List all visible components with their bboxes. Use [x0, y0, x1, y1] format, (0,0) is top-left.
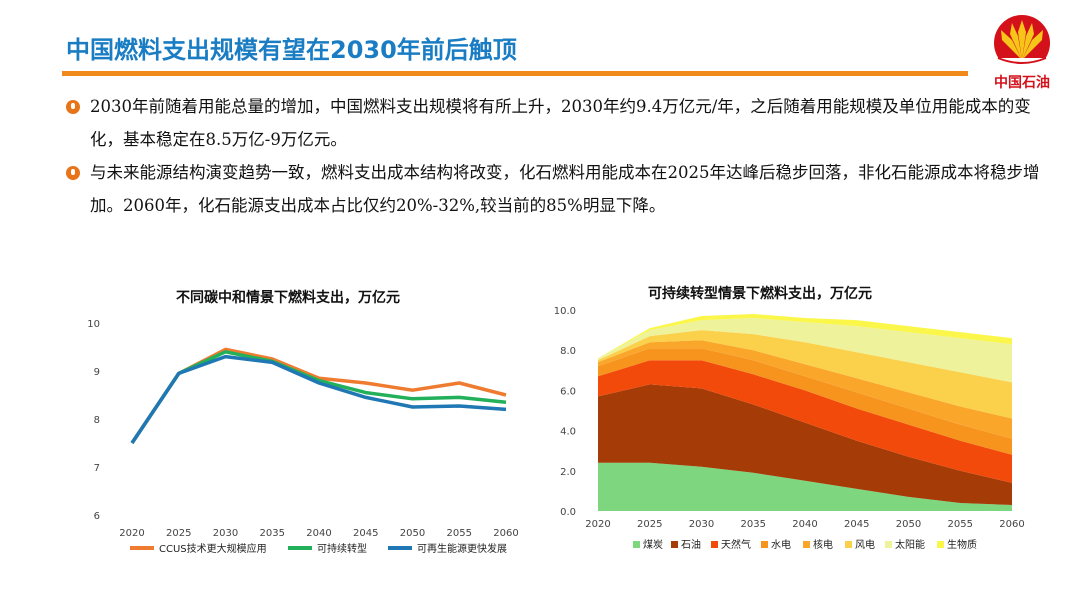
series-area [598, 360, 1012, 483]
x-tick-label: 2060 [999, 519, 1024, 530]
series-area [598, 330, 1012, 419]
x-tick-label: 2040 [306, 528, 331, 539]
title-underline [62, 71, 968, 76]
x-tick-label: 2050 [400, 528, 425, 539]
flame-bullet-icon [66, 166, 80, 180]
legend-swatch [885, 541, 892, 548]
x-tick-label: 2035 [741, 519, 766, 530]
series-area [598, 318, 1012, 383]
legend-label: 水电 [771, 538, 791, 551]
y-tick-label: 0.0 [560, 507, 576, 518]
x-tick-label: 2045 [353, 528, 378, 539]
y-tick-label: 8 [94, 415, 100, 426]
series-area [598, 340, 1012, 439]
series-area [598, 384, 1012, 505]
legend-swatch [633, 541, 640, 548]
legend-label: 生物质 [947, 538, 977, 551]
legend-label: 可持续转型 [317, 542, 367, 555]
bullet-text: 2030年前随着用能总量的增加，中国燃料支出规模将有所上升，2030年约9.4万… [90, 97, 1031, 149]
legend-label: 可再生能源更快发展 [417, 542, 507, 555]
legend-label: 天然气 [721, 538, 751, 551]
x-tick-label: 2025 [637, 519, 662, 530]
x-tick-label: 2030 [689, 519, 714, 530]
legend-swatch [711, 541, 718, 548]
x-tick-label: 2050 [896, 519, 921, 530]
y-tick-label: 10 [87, 319, 100, 330]
y-tick-label: 6.0 [560, 386, 576, 397]
legend-label: 风电 [855, 538, 875, 551]
series-area [598, 348, 1012, 455]
x-tick-label: 2020 [119, 528, 144, 539]
y-tick-label: 2.0 [560, 467, 576, 478]
company-logo: 中国石油 [986, 14, 1058, 94]
x-tick-label: 2040 [792, 519, 817, 530]
legend-swatch [671, 541, 678, 548]
series-area [598, 462, 1012, 511]
x-tick-label: 2045 [844, 519, 869, 530]
stacked-area-chart: 0.0 2.0 4.0 6.0 8.0 10.0 2020 2025 2030 2035 2040 2… [554, 306, 1025, 551]
legend-label: 煤炭 [643, 538, 663, 551]
y-tick-label: 8.0 [560, 346, 576, 357]
logo-text: 中国石油 [994, 75, 1050, 91]
legend-swatch [845, 541, 852, 548]
area-chart-title: 可持续转型情景下燃料支出，万亿元 [648, 286, 872, 302]
y-tick-label: 4.0 [560, 427, 576, 438]
x-tick-label: 2055 [447, 528, 472, 539]
bullet-text: 与未来能源结构演变趋势一致，燃料支出成本结构将改变，化石燃料用能成本在2025年… [90, 163, 1040, 215]
legend-label: 核电 [813, 538, 833, 551]
line-chart-title: 不同碳中和情景下燃料支出，万亿元 [176, 290, 400, 306]
x-tick-label: 2020 [585, 519, 610, 530]
bullet-list: 2030年前随着用能总量的增加，中国燃料支出规模将有所上升，2030年约9.4万… [66, 90, 1056, 222]
page-title: 中国燃料支出规模有望在2030年前后触顶 [66, 36, 517, 64]
series-line [130, 354, 507, 444]
x-tick-label: 2055 [948, 519, 973, 530]
legend-swatch [937, 541, 944, 548]
legend-label: CCUS技术更大规模应用 [159, 542, 267, 555]
bullet-item: 2030年前随着用能总量的增加，中国燃料支出规模将有所上升，2030年约9.4万… [66, 90, 1056, 156]
y-tick-label: 6 [94, 511, 100, 522]
series-line [130, 350, 507, 444]
flame-bullet-icon [66, 100, 80, 114]
legend-swatch [803, 541, 810, 548]
legend-swatch [761, 541, 768, 548]
bullet-item: 与未来能源结构演变趋势一致，燃料支出成本结构将改变，化石燃料用能成本在2025年… [66, 156, 1056, 222]
y-tick-label: 10.0 [554, 306, 576, 317]
x-tick-label: 2025 [166, 528, 191, 539]
legend-label: 太阳能 [895, 538, 925, 551]
legend-label: 石油 [681, 538, 701, 551]
y-tick-label: 7 [94, 463, 100, 474]
y-tick-label: 9 [94, 367, 100, 378]
line-chart: 6 7 8 9 10 2020 2025 2030 2035 2040 2045 2050 2055 20… [87, 319, 518, 555]
x-tick-label: 2035 [260, 528, 285, 539]
x-tick-label: 2060 [493, 528, 518, 539]
petal-logo-icon [994, 15, 1050, 72]
x-tick-label: 2030 [213, 528, 238, 539]
